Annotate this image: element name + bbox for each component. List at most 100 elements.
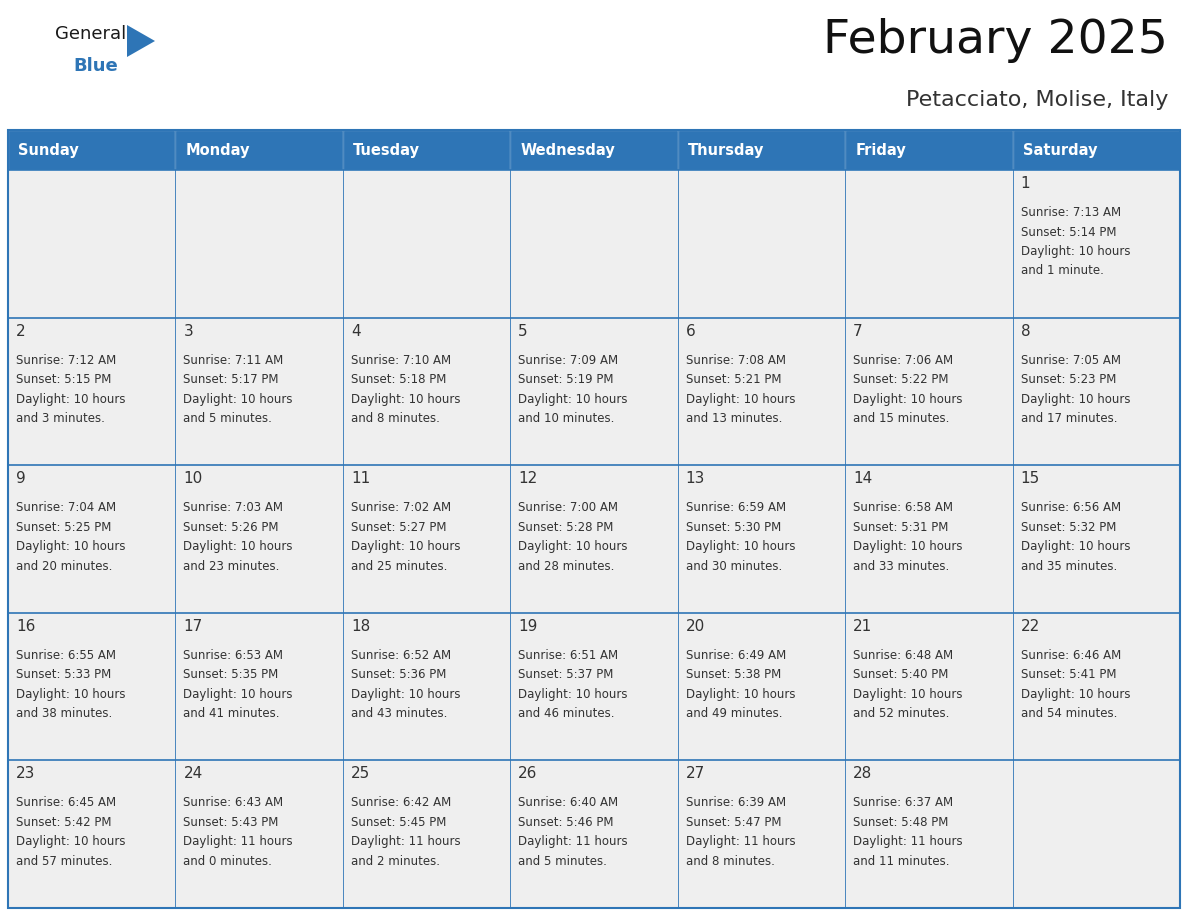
Text: Sunset: 5:31 PM: Sunset: 5:31 PM (853, 521, 948, 533)
Bar (8, 170, 176, 318)
Text: Sunset: 5:35 PM: Sunset: 5:35 PM (183, 668, 279, 681)
Bar (511, 613, 677, 760)
Text: and 46 minutes.: and 46 minutes. (518, 707, 614, 721)
Text: Sunrise: 7:03 AM: Sunrise: 7:03 AM (183, 501, 284, 514)
Text: Daylight: 10 hours: Daylight: 10 hours (350, 688, 461, 700)
Text: Sunrise: 7:05 AM: Sunrise: 7:05 AM (1020, 353, 1120, 366)
Bar (677, 130, 845, 170)
Text: 1: 1 (1020, 176, 1030, 191)
Bar (176, 170, 343, 318)
Text: Wednesday: Wednesday (520, 142, 615, 158)
Text: Daylight: 10 hours: Daylight: 10 hours (853, 688, 962, 700)
Text: Monday: Monday (185, 142, 249, 158)
Bar (677, 170, 845, 318)
Text: and 13 minutes.: and 13 minutes. (685, 412, 782, 425)
Text: Blue: Blue (72, 57, 118, 75)
Text: Sunset: 5:14 PM: Sunset: 5:14 PM (1020, 226, 1116, 239)
Text: Sunset: 5:43 PM: Sunset: 5:43 PM (183, 816, 279, 829)
Text: Sunset: 5:27 PM: Sunset: 5:27 PM (350, 521, 447, 533)
Text: Sunrise: 7:04 AM: Sunrise: 7:04 AM (15, 501, 116, 514)
Text: and 20 minutes.: and 20 minutes. (15, 560, 113, 573)
Bar (1012, 613, 1180, 760)
Text: Sunset: 5:19 PM: Sunset: 5:19 PM (518, 373, 614, 386)
Text: General: General (55, 25, 126, 43)
Text: Sunrise: 6:37 AM: Sunrise: 6:37 AM (853, 797, 953, 810)
Text: and 15 minutes.: and 15 minutes. (853, 412, 949, 425)
Text: and 49 minutes.: and 49 minutes. (685, 707, 782, 721)
Text: Sunset: 5:30 PM: Sunset: 5:30 PM (685, 521, 781, 533)
Bar (511, 130, 677, 170)
Text: Sunset: 5:26 PM: Sunset: 5:26 PM (183, 521, 279, 533)
Bar (511, 170, 677, 318)
Text: 13: 13 (685, 471, 706, 487)
Text: Sunrise: 6:59 AM: Sunrise: 6:59 AM (685, 501, 785, 514)
Text: Sunset: 5:46 PM: Sunset: 5:46 PM (518, 816, 614, 829)
Text: 28: 28 (853, 767, 872, 781)
Text: Daylight: 11 hours: Daylight: 11 hours (183, 835, 293, 848)
Text: Sunset: 5:48 PM: Sunset: 5:48 PM (853, 816, 948, 829)
Text: Sunrise: 6:56 AM: Sunrise: 6:56 AM (1020, 501, 1120, 514)
Bar (845, 465, 1012, 613)
Text: 7: 7 (853, 324, 862, 339)
Text: 25: 25 (350, 767, 371, 781)
Text: Sunrise: 6:52 AM: Sunrise: 6:52 AM (350, 649, 451, 662)
Text: February 2025: February 2025 (823, 18, 1168, 63)
Text: Petacciato, Molise, Italy: Petacciato, Molise, Italy (905, 90, 1168, 110)
Text: Sunset: 5:37 PM: Sunset: 5:37 PM (518, 668, 614, 681)
Bar (176, 465, 343, 613)
Text: and 11 minutes.: and 11 minutes. (853, 855, 949, 868)
Text: and 57 minutes.: and 57 minutes. (15, 855, 113, 868)
Text: Daylight: 10 hours: Daylight: 10 hours (15, 540, 126, 554)
Bar (1012, 170, 1180, 318)
Text: Daylight: 11 hours: Daylight: 11 hours (350, 835, 461, 848)
Text: Sunset: 5:47 PM: Sunset: 5:47 PM (685, 816, 782, 829)
Text: Daylight: 10 hours: Daylight: 10 hours (15, 393, 126, 406)
Bar (1012, 465, 1180, 613)
Bar (176, 760, 343, 908)
Text: Sunrise: 6:51 AM: Sunrise: 6:51 AM (518, 649, 619, 662)
Text: 12: 12 (518, 471, 537, 487)
Text: Daylight: 10 hours: Daylight: 10 hours (685, 540, 795, 554)
Text: Sunset: 5:36 PM: Sunset: 5:36 PM (350, 668, 447, 681)
Text: and 54 minutes.: and 54 minutes. (1020, 707, 1117, 721)
Text: 19: 19 (518, 619, 538, 633)
Bar (343, 318, 511, 465)
Text: 5: 5 (518, 324, 527, 339)
Text: Thursday: Thursday (688, 142, 764, 158)
Bar (1012, 130, 1180, 170)
Text: Daylight: 10 hours: Daylight: 10 hours (15, 835, 126, 848)
Text: and 43 minutes.: and 43 minutes. (350, 707, 447, 721)
Text: and 23 minutes.: and 23 minutes. (183, 560, 280, 573)
Text: and 30 minutes.: and 30 minutes. (685, 560, 782, 573)
Text: Sunset: 5:15 PM: Sunset: 5:15 PM (15, 373, 112, 386)
Text: Sunrise: 6:45 AM: Sunrise: 6:45 AM (15, 797, 116, 810)
Text: Daylight: 10 hours: Daylight: 10 hours (350, 393, 461, 406)
Text: Sunset: 5:28 PM: Sunset: 5:28 PM (518, 521, 614, 533)
Text: Daylight: 11 hours: Daylight: 11 hours (685, 835, 795, 848)
Text: Daylight: 10 hours: Daylight: 10 hours (183, 688, 293, 700)
Text: 15: 15 (1020, 471, 1040, 487)
Text: 23: 23 (15, 767, 36, 781)
Text: Sunday: Sunday (18, 142, 78, 158)
Text: Sunset: 5:38 PM: Sunset: 5:38 PM (685, 668, 781, 681)
Bar (845, 170, 1012, 318)
Text: and 41 minutes.: and 41 minutes. (183, 707, 280, 721)
Text: and 1 minute.: and 1 minute. (1020, 264, 1104, 277)
Bar (8, 318, 176, 465)
Text: 22: 22 (1020, 619, 1040, 633)
Text: 2: 2 (15, 324, 26, 339)
Text: Sunrise: 6:55 AM: Sunrise: 6:55 AM (15, 649, 116, 662)
Text: and 5 minutes.: and 5 minutes. (518, 855, 607, 868)
Bar (176, 130, 343, 170)
Text: Tuesday: Tuesday (353, 142, 419, 158)
Text: and 8 minutes.: and 8 minutes. (685, 855, 775, 868)
Text: Sunrise: 6:42 AM: Sunrise: 6:42 AM (350, 797, 451, 810)
Text: Sunrise: 6:43 AM: Sunrise: 6:43 AM (183, 797, 284, 810)
Text: Sunrise: 6:39 AM: Sunrise: 6:39 AM (685, 797, 785, 810)
Text: 6: 6 (685, 324, 695, 339)
Text: Daylight: 10 hours: Daylight: 10 hours (1020, 245, 1130, 258)
Bar (677, 465, 845, 613)
Text: Daylight: 10 hours: Daylight: 10 hours (183, 393, 293, 406)
Text: 27: 27 (685, 767, 704, 781)
Bar (845, 318, 1012, 465)
